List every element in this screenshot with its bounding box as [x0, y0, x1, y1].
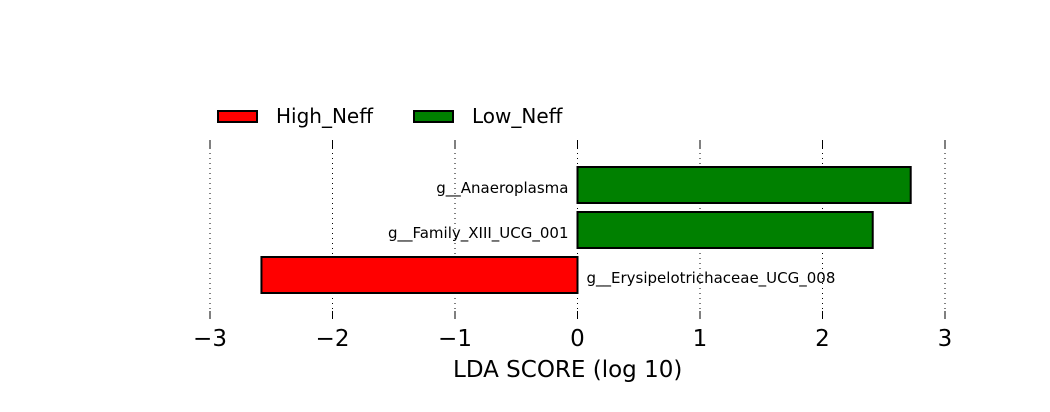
legend-swatch-high-neff [217, 109, 258, 123]
x-tick-label: 3 [938, 326, 953, 352]
x-tick-label: 1 [693, 326, 708, 352]
bar-label: g__Anaeroplasma [436, 179, 568, 198]
bar-label: g__Erysipelotrichaceae_UCG_008 [587, 269, 836, 288]
x-tick-label: −1 [438, 326, 472, 352]
bar-label: g__Family_XIII_UCG_001 [388, 224, 569, 243]
x-tick-label: 0 [570, 326, 585, 352]
bar [576, 166, 912, 204]
legend-item-high-neff: High_Neff [217, 104, 373, 128]
x-axis-label: LDA SCORE (log 10) [453, 357, 683, 383]
legend-label-high-neff: High_Neff [276, 104, 374, 128]
legend-item-low-neff: Low_Neff [413, 104, 562, 128]
x-tick-label: −2 [316, 326, 350, 352]
x-tick-label: 2 [815, 326, 830, 352]
x-tick-label: −3 [193, 326, 227, 352]
legend: High_Neff Low_Neff [217, 104, 602, 128]
legend-swatch-low-neff [413, 109, 455, 123]
legend-label-low-neff: Low_Neff [472, 104, 563, 128]
bar [260, 256, 579, 294]
bar [576, 211, 874, 249]
